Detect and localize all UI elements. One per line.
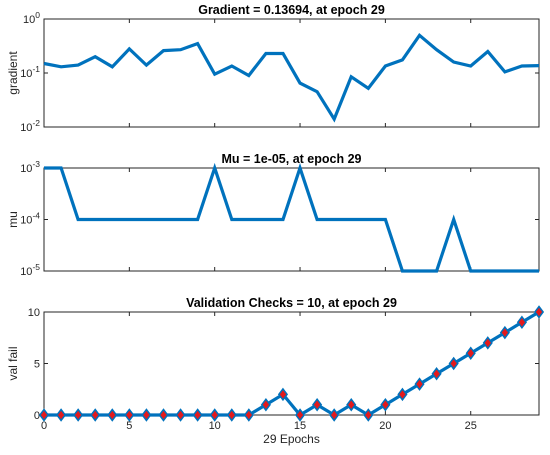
y-tick-label: 10-3 bbox=[20, 159, 40, 175]
chart-panel-2: Mu = 1e-05, at epoch 29 mu 10-5 10-4 10-3 bbox=[6, 152, 540, 278]
data-point-marker bbox=[294, 408, 306, 422]
data-point-marker bbox=[107, 408, 118, 422]
y-tick-label: 10-5 bbox=[20, 262, 40, 278]
data-point-marker bbox=[346, 397, 357, 412]
data-point-marker bbox=[329, 408, 340, 422]
data-point-marker bbox=[158, 408, 169, 422]
y-tick-label: 0 bbox=[34, 410, 40, 422]
series-line bbox=[44, 162, 539, 273]
data-point-marker bbox=[124, 408, 135, 422]
data-point-marker bbox=[90, 408, 101, 422]
x-axis-label: 29 Epochs bbox=[263, 432, 320, 446]
data-point-marker bbox=[482, 336, 493, 350]
x-tick-label: 5 bbox=[126, 420, 132, 432]
data-point-marker bbox=[277, 387, 289, 402]
chart-title: Validation Checks = 10, at epoch 29 bbox=[186, 296, 397, 310]
data-point-marker bbox=[533, 305, 545, 319]
y-tick-label: 10-2 bbox=[20, 118, 40, 134]
chart-panel-3: Validation Checks = 10, at epoch 29 val f… bbox=[6, 296, 545, 446]
data-point-marker bbox=[431, 367, 442, 381]
chart-panel-1: Gradient = 0.13694, at epoch 29gradient1… bbox=[6, 3, 540, 134]
series-line bbox=[43, 32, 540, 123]
chart-title: Gradient = 0.13694, at epoch 29 bbox=[198, 3, 385, 17]
data-point-marker bbox=[175, 408, 186, 422]
data-point-marker bbox=[380, 397, 391, 412]
data-point-marker bbox=[397, 387, 408, 402]
data-point-marker bbox=[312, 397, 323, 412]
x-tick-label: 20 bbox=[379, 420, 391, 432]
data-point-marker bbox=[192, 408, 203, 422]
axes-box bbox=[43, 18, 540, 128]
y-axis-label: val fail bbox=[6, 346, 20, 380]
x-tick-label: 25 bbox=[465, 420, 477, 432]
data-point-marker bbox=[499, 325, 510, 340]
data-point-marker bbox=[260, 397, 271, 412]
y-axis-label: mu bbox=[6, 211, 20, 228]
data-point-marker bbox=[414, 377, 425, 391]
data-point-marker bbox=[448, 356, 459, 371]
x-tick-label: 0 bbox=[41, 420, 47, 432]
y-tick-label: 10 bbox=[28, 307, 40, 319]
x-tick-label: 10 bbox=[209, 420, 221, 432]
axes-box bbox=[43, 311, 540, 416]
data-point-marker bbox=[516, 315, 527, 330]
data-point-marker bbox=[363, 408, 374, 422]
data-point-marker bbox=[56, 408, 67, 422]
data-point-marker bbox=[141, 408, 152, 422]
data-point-marker bbox=[73, 408, 84, 422]
y-tick-label: 5 bbox=[34, 359, 40, 371]
y-axis-label: gradient bbox=[6, 51, 20, 95]
y-tick-label: 10-1 bbox=[20, 64, 40, 80]
data-point-marker bbox=[38, 408, 50, 422]
y-tick-label: 10-4 bbox=[20, 211, 40, 227]
data-point-marker bbox=[209, 408, 220, 422]
x-tick-label: 15 bbox=[294, 420, 306, 432]
y-tick-label: 100 bbox=[23, 10, 40, 26]
data-point-marker bbox=[243, 408, 254, 422]
chart-title: Mu = 1e-05, at epoch 29 bbox=[222, 152, 362, 166]
data-point-marker bbox=[226, 408, 237, 422]
data-point-marker bbox=[465, 346, 476, 360]
